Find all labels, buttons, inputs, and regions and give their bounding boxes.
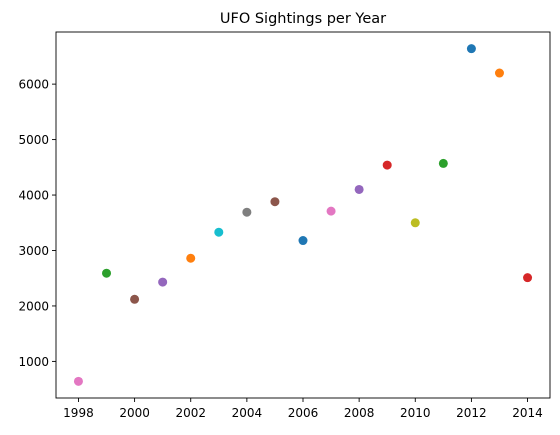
y-axis: 1000 2000 3000 4000 5000 6000 xyxy=(18,78,56,369)
x-tick-label: 2004 xyxy=(232,406,263,420)
y-tick-label: 2000 xyxy=(18,299,49,313)
x-tick-label: 2014 xyxy=(512,406,543,420)
plot-frame xyxy=(55,31,551,399)
data-point-2007 xyxy=(326,206,336,216)
y-tick-label: 5000 xyxy=(18,133,49,147)
y-tick-label: 6000 xyxy=(18,78,49,92)
y-tick-label: 4000 xyxy=(18,189,49,203)
y-tick-label: 1000 xyxy=(18,355,49,369)
data-point-2003 xyxy=(214,227,224,237)
x-tick-label: 1998 xyxy=(63,406,94,420)
data-point-2009 xyxy=(382,160,392,170)
chart-title: UFO Sightings per Year xyxy=(220,11,386,27)
data-point-2008 xyxy=(354,184,364,194)
data-point-2014 xyxy=(523,273,533,283)
x-tick-label: 2006 xyxy=(288,406,319,420)
x-tick-label: 2008 xyxy=(344,406,375,420)
data-point-2010 xyxy=(410,218,420,228)
data-point-2006 xyxy=(298,236,308,246)
data-point-2012 xyxy=(466,44,476,54)
data-point-2011 xyxy=(438,158,448,168)
data-point-2013 xyxy=(494,68,504,78)
data-point-2002 xyxy=(186,253,196,263)
x-tick-label: 2012 xyxy=(456,406,487,420)
x-axis: 1998 2000 2002 2004 2006 2008 2010 2012 2014 xyxy=(63,398,543,420)
x-tick-label: 2010 xyxy=(400,406,431,420)
y-tick-label: 3000 xyxy=(18,244,49,258)
x-tick-label: 2002 xyxy=(175,406,206,420)
data-point-1999 xyxy=(102,268,112,278)
data-points xyxy=(73,44,533,386)
data-point-2004 xyxy=(242,207,252,217)
data-point-2005 xyxy=(270,197,280,207)
data-point-2000 xyxy=(130,294,140,304)
data-point-1998 xyxy=(73,376,83,386)
x-tick-label: 2000 xyxy=(119,406,150,420)
data-point-2001 xyxy=(158,277,168,287)
